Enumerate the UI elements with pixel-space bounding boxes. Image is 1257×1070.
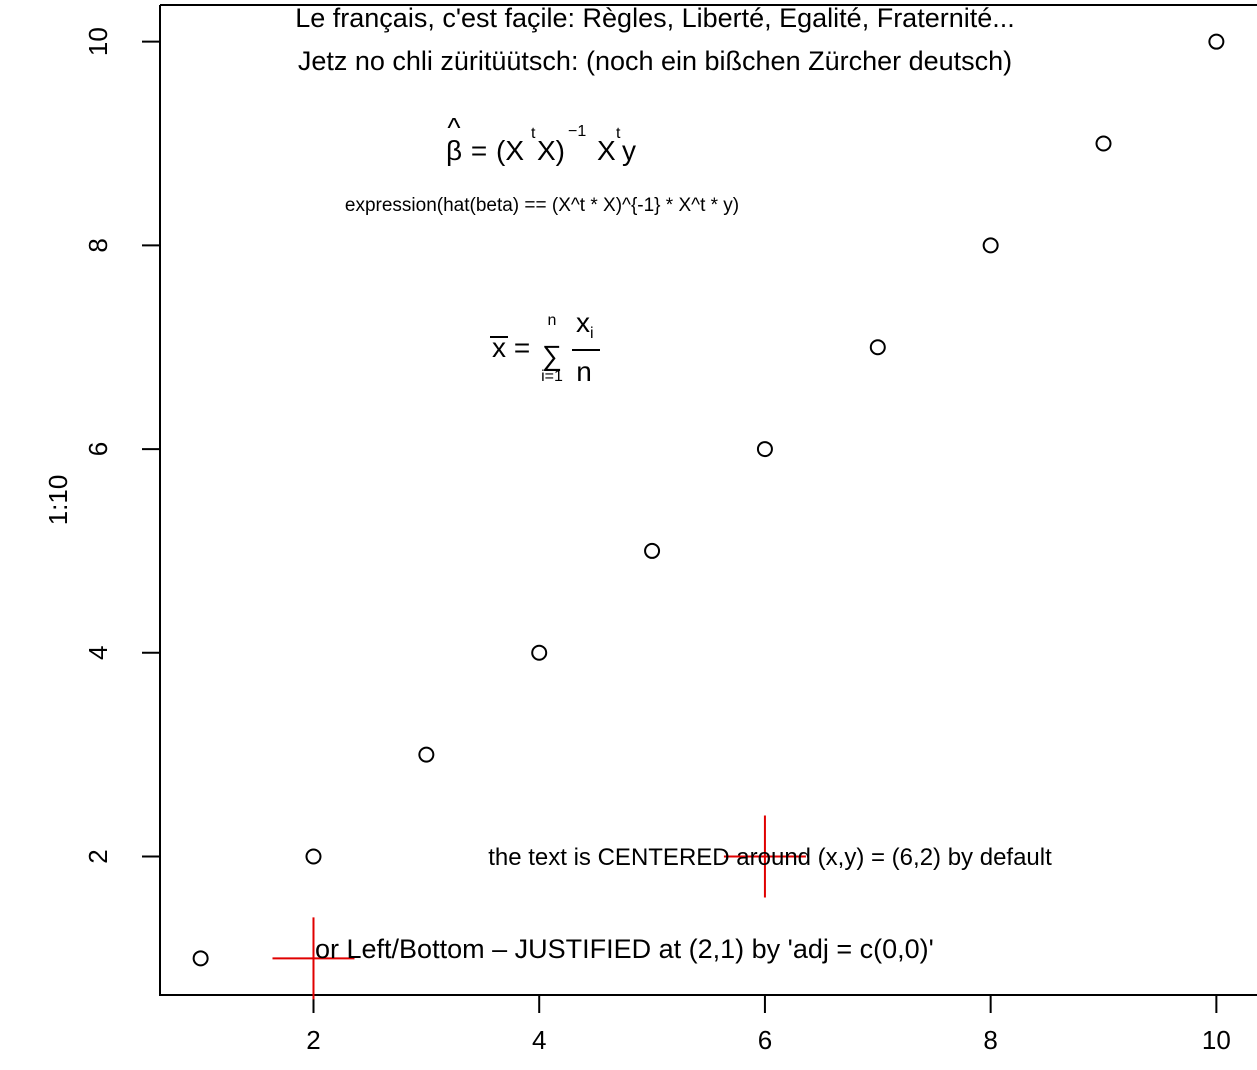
svg-text:X: X <box>597 135 616 166</box>
svg-text:∑: ∑ <box>542 340 562 371</box>
x-tick-label: 4 <box>532 1025 546 1055</box>
red-cross-markers <box>272 815 806 1000</box>
x-axis: 2 4 6 8 10 <box>306 995 1231 1055</box>
svg-text:x: x <box>492 332 506 363</box>
svg-text:=: = <box>514 332 530 363</box>
data-point <box>305 848 322 865</box>
annotation-centered: the text is CENTERED around (x,y) = (6,2… <box>488 844 1052 871</box>
y-tick-label: 2 <box>83 849 113 863</box>
data-point <box>418 746 435 763</box>
data-point <box>869 339 886 356</box>
svg-text:t: t <box>531 125 536 142</box>
data-point <box>1208 33 1225 50</box>
svg-text:n: n <box>548 312 557 329</box>
x-tick-label: 2 <box>306 1025 320 1055</box>
data-point <box>1095 135 1112 152</box>
annotation-left-justified: or Left/Bottom – JUSTIFIED at (2,1) by '… <box>315 934 934 964</box>
x-tick-label: 6 <box>758 1025 772 1055</box>
annotation-zurich: Jetz no chli züritüütsch: (noch ein bißc… <box>298 46 1012 76</box>
plot-frame <box>159 5 1257 996</box>
y-axis: 2 4 6 8 10 <box>83 27 160 864</box>
y-axis-label: 1:10 <box>43 475 73 526</box>
y-tick-label: 6 <box>83 442 113 456</box>
data-point <box>756 441 773 458</box>
data-point <box>982 237 999 254</box>
svg-text:t: t <box>616 125 621 142</box>
y-tick-label: 8 <box>83 238 113 252</box>
x-tick-label: 10 <box>1202 1025 1231 1055</box>
svg-text:i: i <box>590 325 594 342</box>
formula-x-bar: x = ∑ n i=1 x i n <box>490 307 600 387</box>
annotation-expression: expression(hat(beta) == (X^t * X)^{-1} *… <box>345 195 739 216</box>
svg-text:i=1: i=1 <box>541 368 563 385</box>
y-tick-label: 10 <box>83 27 113 56</box>
svg-text:X): X) <box>537 135 565 166</box>
svg-text:−1: −1 <box>568 123 586 140</box>
formula-beta-hat: β ^ = (X t X) −1 X t y <box>446 112 636 166</box>
svg-text:=: = <box>471 135 487 166</box>
svg-text:^: ^ <box>447 112 460 143</box>
svg-text:n: n <box>576 356 592 387</box>
y-tick-label: 4 <box>83 646 113 660</box>
svg-text:β: β <box>446 135 462 166</box>
data-points <box>192 33 1225 967</box>
data-point <box>531 644 548 661</box>
annotation-french: Le français, c'est façile: Règles, Liber… <box>295 3 1015 33</box>
svg-text:y: y <box>622 135 636 166</box>
x-tick-label: 8 <box>983 1025 997 1055</box>
svg-text:(X: (X <box>496 135 524 166</box>
svg-text:x: x <box>576 307 590 338</box>
data-point <box>644 542 661 559</box>
data-point <box>192 950 209 967</box>
